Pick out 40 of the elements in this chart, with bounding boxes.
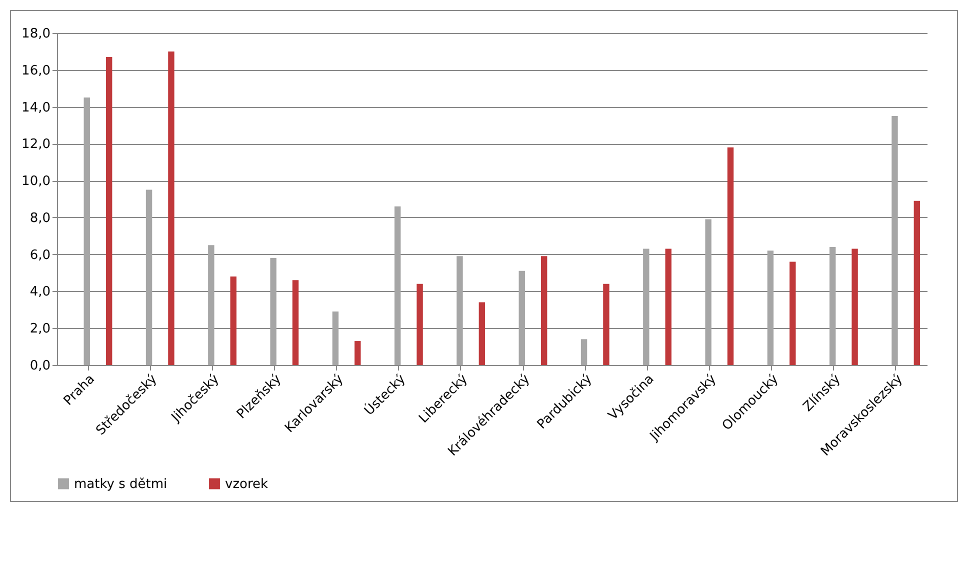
bar — [84, 98, 90, 365]
bar — [767, 250, 774, 365]
y-tick-label: 10,0 — [22, 174, 50, 190]
bar — [643, 248, 650, 365]
bar — [852, 248, 858, 365]
bar — [230, 276, 236, 365]
bar — [790, 262, 796, 365]
y-tick-label: 6,0 — [30, 248, 50, 263]
bar — [540, 256, 548, 365]
bar — [270, 258, 276, 365]
bar — [518, 270, 525, 365]
bar — [292, 280, 299, 365]
bar — [603, 284, 610, 365]
bar — [456, 256, 463, 365]
bar — [705, 219, 712, 365]
y-tick-label: 18,0 — [22, 26, 50, 42]
y-tick-label: 8,0 — [30, 210, 50, 226]
bar — [478, 302, 486, 365]
bar — [208, 245, 214, 365]
bar — [829, 246, 836, 365]
y-tick-label: 0,0 — [30, 358, 50, 374]
y-tick-label: 12,0 — [22, 137, 50, 152]
bar — [394, 206, 401, 365]
bar — [146, 190, 152, 365]
bar — [892, 116, 898, 365]
bar — [665, 248, 672, 365]
bar — [914, 200, 920, 365]
legend-label: matky s dětmi — [74, 476, 168, 492]
y-tick-label: 2,0 — [30, 322, 50, 337]
bar — [727, 147, 734, 365]
bar — [332, 312, 339, 365]
bar — [416, 284, 423, 365]
y-tick-label: 16,0 — [22, 63, 50, 78]
legend-label: vzorek — [225, 476, 269, 492]
bar — [168, 51, 174, 365]
bar — [106, 56, 112, 365]
y-tick-label: 4,0 — [30, 284, 50, 300]
bar — [580, 339, 588, 365]
y-tick-label: 14,0 — [22, 100, 50, 116]
bar — [354, 341, 361, 365]
